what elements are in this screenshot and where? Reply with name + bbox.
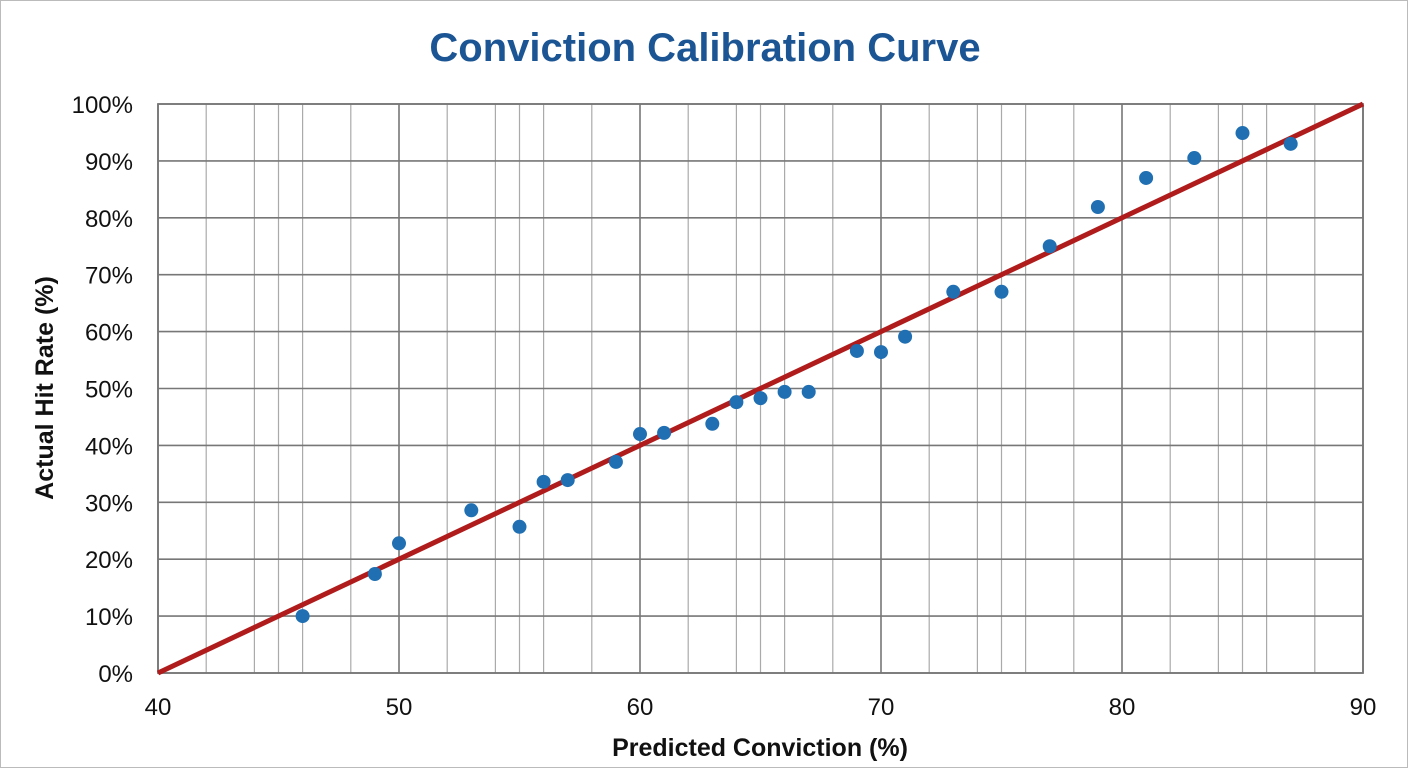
x-tick-label: 70	[868, 694, 895, 721]
data-point	[729, 395, 744, 410]
y-tick-label: 10%	[85, 604, 133, 631]
data-point	[657, 425, 672, 440]
data-point	[994, 284, 1009, 299]
x-tick-label: 90	[1350, 694, 1377, 721]
data-point	[849, 343, 864, 358]
y-tick-label: 100%	[72, 92, 133, 119]
x-tick-label: 80	[1109, 694, 1136, 721]
data-point	[295, 609, 310, 624]
chart-title: Conviction Calibration Curve	[429, 26, 980, 70]
y-tick-label: 60%	[85, 320, 133, 347]
data-point	[1187, 151, 1202, 166]
data-point	[1235, 126, 1250, 141]
data-point	[898, 329, 913, 344]
data-point	[777, 384, 792, 399]
x-tick-label: 60	[627, 694, 654, 721]
y-tick-label: 70%	[85, 263, 133, 290]
data-point	[392, 536, 406, 551]
data-point	[753, 391, 768, 406]
data-point	[633, 427, 647, 442]
x-tick-label: 40	[145, 694, 172, 721]
reference-line	[156, 101, 1365, 676]
x-tick-label: 50	[386, 694, 413, 721]
y-axis-label: Actual Hit Rate (%)	[31, 276, 59, 500]
data-point	[1042, 239, 1057, 254]
data-point	[946, 284, 961, 299]
y-tick-label: 50%	[85, 377, 133, 404]
data-point	[705, 416, 720, 431]
data-point	[1139, 170, 1154, 185]
y-tick-label: 80%	[85, 206, 133, 233]
data-point	[464, 503, 479, 518]
tick-labels: 40 50 60 70 80 90 0% 10% 20% 30% 40% 50% 60% 70% 80% 90…	[72, 92, 1377, 721]
plot-border	[157, 103, 1364, 674]
y-tick-label: 30%	[85, 490, 133, 517]
data-point	[560, 473, 575, 488]
data-point	[801, 384, 816, 399]
data-point	[1283, 136, 1298, 151]
data-point	[874, 345, 888, 360]
data-point	[1090, 199, 1105, 214]
y-tick-label: 40%	[85, 433, 133, 460]
data-point	[608, 454, 623, 469]
x-axis-label: Predicted Conviction (%)	[612, 734, 908, 762]
y-tick-label: 0%	[98, 661, 133, 688]
data-point	[512, 519, 527, 534]
data-points	[295, 126, 1298, 624]
data-point	[536, 474, 551, 489]
data-point	[367, 566, 382, 581]
y-tick-label: 90%	[85, 149, 133, 176]
y-tick-label: 20%	[85, 547, 133, 574]
grid	[157, 103, 1364, 674]
